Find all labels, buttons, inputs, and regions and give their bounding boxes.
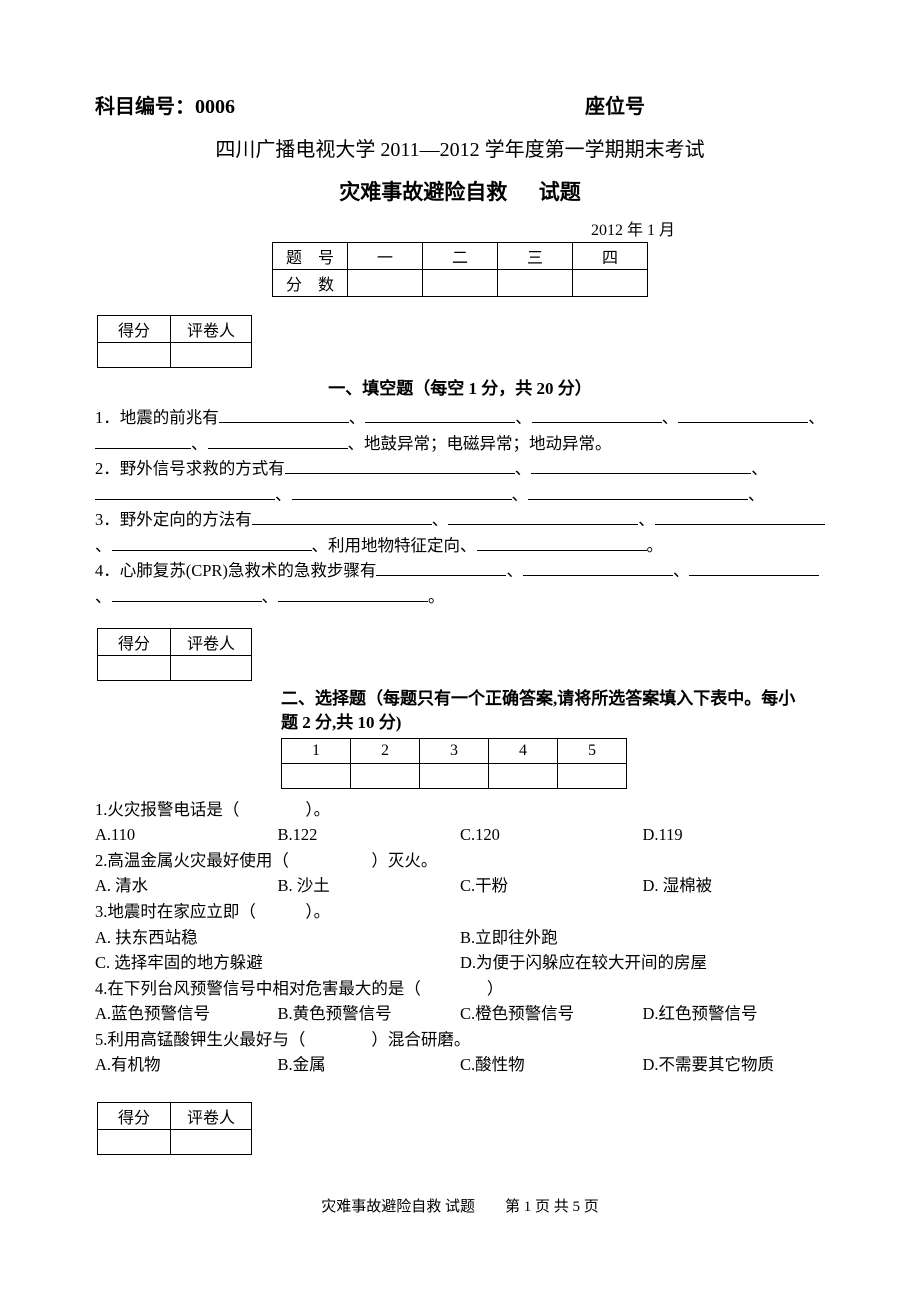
- slot-cell: [489, 763, 558, 788]
- opt: B. 沙土: [278, 873, 461, 899]
- score-label: 得分: [98, 316, 171, 343]
- score-cell: [348, 270, 423, 297]
- score-col: 三: [498, 243, 573, 270]
- slot-header: 5: [558, 738, 627, 763]
- opt: A. 清水: [95, 873, 278, 899]
- mc-q3-opts-cd: C. 选择牢固的地方躲避 D.为便于闪躲应在较大开间的房屋: [95, 950, 825, 976]
- opt: B.黄色预警信号: [278, 1001, 461, 1027]
- exam-date: 2012 年 1 月: [95, 216, 675, 240]
- section-score-table: 题 号 一 二 三 四 分 数: [272, 242, 648, 297]
- mc-q2-opts: A. 清水 B. 沙土 C.干粉 D. 湿棉被: [95, 873, 825, 899]
- score-cell: [98, 1129, 171, 1154]
- mc-q2: 2.高温金属火灾最好使用（ ）灭火。: [95, 848, 825, 874]
- opt: C.干粉: [460, 873, 643, 899]
- opt: C. 选择牢固的地方躲避: [95, 950, 460, 976]
- university-line: 四川广播电视大学 2011—2012 学年度第一学期期末考试: [95, 133, 825, 162]
- opt: C.酸性物: [460, 1052, 643, 1078]
- opt: C.橙色预警信号: [460, 1001, 643, 1027]
- mc-q4: 4.在下列台风预警信号中相对危害最大的是（ ）: [95, 976, 825, 1002]
- grader-cell: [171, 655, 252, 680]
- grader-label: 评卷人: [171, 628, 252, 655]
- exam-page: 科目编号：0006 座位号 四川广播电视大学 2011—2012 学年度第一学期…: [0, 0, 920, 1276]
- opt: D. 湿棉被: [643, 873, 826, 899]
- section2-title-l1: 二、选择题（每题只有一个正确答案,请将所选答案填入下表中。每小: [281, 689, 795, 708]
- section1-title: 一、填空题（每空 1 分，共 20 分）: [95, 374, 825, 399]
- slot-cell: [282, 763, 351, 788]
- grader-label: 评卷人: [171, 1102, 252, 1129]
- score-cell: [98, 343, 171, 368]
- q4: 4．心肺复苏(CPR)急救术的急救步骤有、、、、。: [95, 558, 825, 609]
- opt: D.红色预警信号: [643, 1001, 826, 1027]
- slot-header: 1: [282, 738, 351, 763]
- slot-cell: [558, 763, 627, 788]
- opt: C.120: [460, 822, 643, 848]
- opt: B.立即往外跑: [460, 925, 825, 951]
- opt: D.119: [643, 822, 826, 848]
- mc-q5: 5.利用高锰酸钾生火最好与（ ）混合研磨。: [95, 1027, 825, 1053]
- mc-q3: 3.地震时在家应立即（ ）。: [95, 899, 825, 925]
- mc-q1: 1.火灾报警电话是（ ）。: [95, 797, 825, 823]
- grader-cell: [171, 1129, 252, 1154]
- q3: 3．野外定向的方法有、、、、利用地物特征定向、。: [95, 507, 825, 558]
- score-cell: [423, 270, 498, 297]
- opt: A. 扶东西站稳: [95, 925, 460, 951]
- slot-header: 4: [489, 738, 558, 763]
- q1: 1．地震的前兆有、、、、、、地鼓异常；电磁异常；地动异常。: [95, 405, 825, 456]
- section2-title: 二、选择题（每题只有一个正确答案,请将所选答案填入下表中。每小 题 2 分,共 …: [281, 687, 825, 736]
- grader-table: 得分 评卷人: [97, 628, 252, 681]
- slot-header: 3: [420, 738, 489, 763]
- slot-header: 2: [351, 738, 420, 763]
- slot-cell: [420, 763, 489, 788]
- grader-table: 得分 评卷人: [97, 315, 252, 368]
- score-row-label: 分 数: [273, 270, 348, 297]
- opt: A.蓝色预警信号: [95, 1001, 278, 1027]
- q4-pre: 4．心肺复苏(CPR)急救术的急救步骤有: [95, 561, 376, 580]
- opt: B.122: [278, 822, 461, 848]
- mc-q5-opts: A.有机物 B.金属 C.酸性物 D.不需要其它物质: [95, 1052, 825, 1078]
- q3-pre: 3．野外定向的方法有: [95, 510, 252, 529]
- q2: 2．野外信号求救的方式有、、、、、: [95, 456, 825, 507]
- score-label: 得分: [98, 628, 171, 655]
- seat-label: 座位号: [585, 90, 645, 119]
- opt: D.为便于闪躲应在较大开间的房屋: [460, 950, 825, 976]
- score-col: 二: [423, 243, 498, 270]
- opt: A.有机物: [95, 1052, 278, 1078]
- opt: D.不需要其它物质: [643, 1052, 826, 1078]
- score-col: 一: [348, 243, 423, 270]
- q1-pre: 1．地震的前兆有: [95, 408, 219, 427]
- mc-q1-opts: A.110 B.122 C.120 D.119: [95, 822, 825, 848]
- score-cell: [498, 270, 573, 297]
- header-row: 科目编号：0006 座位号: [95, 90, 825, 119]
- grader-cell: [171, 343, 252, 368]
- q3-mid: 、利用地物特征定向、: [312, 536, 477, 555]
- q2-pre: 2．野外信号求救的方式有: [95, 459, 285, 478]
- score-cell: [98, 655, 171, 680]
- score-label: 得分: [98, 1102, 171, 1129]
- subject-code: 科目编号：0006: [95, 90, 235, 119]
- page-footer: 灾难事故避险自救 试题 第 1 页 共 5 页: [95, 1195, 825, 1216]
- score-row-label: 题 号: [273, 243, 348, 270]
- exam-subject: 灾难事故避险自救: [339, 180, 507, 204]
- slot-cell: [351, 763, 420, 788]
- opt: A.110: [95, 822, 278, 848]
- opt: B.金属: [278, 1052, 461, 1078]
- exam-title: 灾难事故避险自救 试题: [95, 176, 825, 206]
- score-col: 四: [573, 243, 648, 270]
- grader-label: 评卷人: [171, 316, 252, 343]
- mc-q3-opts-ab: A. 扶东西站稳 B.立即往外跑: [95, 925, 825, 951]
- section2-title-l2: 题 2 分,共 10 分): [281, 713, 401, 732]
- exam-word: 试题: [539, 180, 581, 204]
- score-cell: [573, 270, 648, 297]
- grader-table: 得分 评卷人: [97, 1102, 252, 1155]
- q1-tail: 、地鼓异常；电磁异常；地动异常。: [348, 434, 612, 453]
- answer-slot-table: 1 2 3 4 5: [281, 738, 627, 789]
- mc-q4-opts: A.蓝色预警信号 B.黄色预警信号 C.橙色预警信号 D.红色预警信号: [95, 1001, 825, 1027]
